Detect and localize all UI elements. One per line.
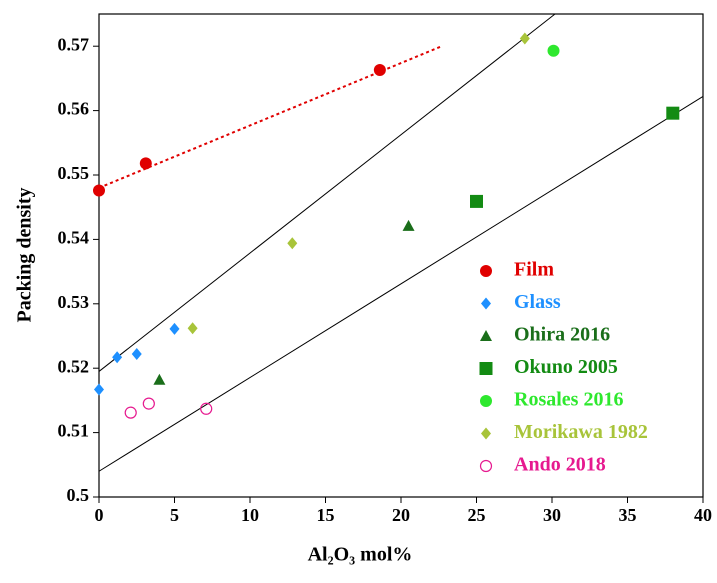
fit-line	[98, 96, 704, 472]
x-axis-label: Al₂O₃ mol%	[308, 544, 413, 566]
legend-label: Ohira 2016	[514, 324, 610, 346]
point	[470, 194, 483, 208]
x-tick-label: 5	[170, 505, 179, 525]
x-tick-label: 0	[95, 505, 104, 525]
y-tick-label: 0.54	[58, 228, 90, 248]
legend-label: Rosales 2016	[514, 389, 623, 411]
point	[402, 219, 415, 231]
y-axis-label: Packing density	[14, 187, 36, 322]
x-tick-label: 10	[241, 505, 259, 525]
x-tick-label: 15	[317, 505, 335, 525]
y-tick-label: 0.55	[58, 163, 90, 183]
legend-marker	[479, 362, 493, 375]
fit-line	[98, 45, 443, 189]
point	[131, 348, 142, 361]
point	[93, 184, 105, 197]
point	[112, 351, 123, 364]
legend-marker	[480, 265, 492, 277]
point	[547, 44, 560, 57]
point	[519, 32, 530, 45]
point	[666, 106, 680, 120]
point	[139, 157, 152, 170]
point	[373, 64, 386, 77]
x-tick-label: 25	[468, 505, 486, 525]
point	[187, 322, 198, 335]
y-tick-label: 0.56	[58, 99, 90, 119]
point	[124, 406, 137, 419]
legend-label: Okuno 2005	[514, 356, 618, 378]
point	[94, 383, 104, 396]
legend-label: Ando 2018	[514, 454, 606, 476]
y-tick-label: 0.52	[58, 356, 90, 376]
legend-marker	[480, 330, 492, 341]
legend-marker	[481, 297, 491, 310]
point	[142, 397, 155, 410]
y-tick-label: 0.5	[67, 485, 90, 505]
legend-label: Morikawa 1982	[514, 421, 648, 443]
point	[153, 373, 166, 385]
y-tick-label: 0.51	[58, 421, 90, 441]
legend-label: Film	[514, 259, 554, 281]
legend-marker	[481, 427, 491, 440]
point	[287, 237, 298, 250]
x-tick-label: 20	[392, 505, 410, 525]
fit-line	[98, 13, 556, 372]
x-tick-label: 40	[694, 505, 712, 525]
legend-marker	[480, 395, 492, 407]
y-tick-label: 0.53	[58, 292, 90, 312]
y-tick-label: 0.57	[58, 34, 90, 54]
point	[200, 402, 213, 415]
x-tick-label: 35	[619, 505, 637, 525]
point	[169, 322, 180, 335]
legend-label: Glass	[514, 291, 561, 313]
legend-marker	[479, 459, 493, 473]
x-tick-label: 30	[543, 505, 561, 525]
